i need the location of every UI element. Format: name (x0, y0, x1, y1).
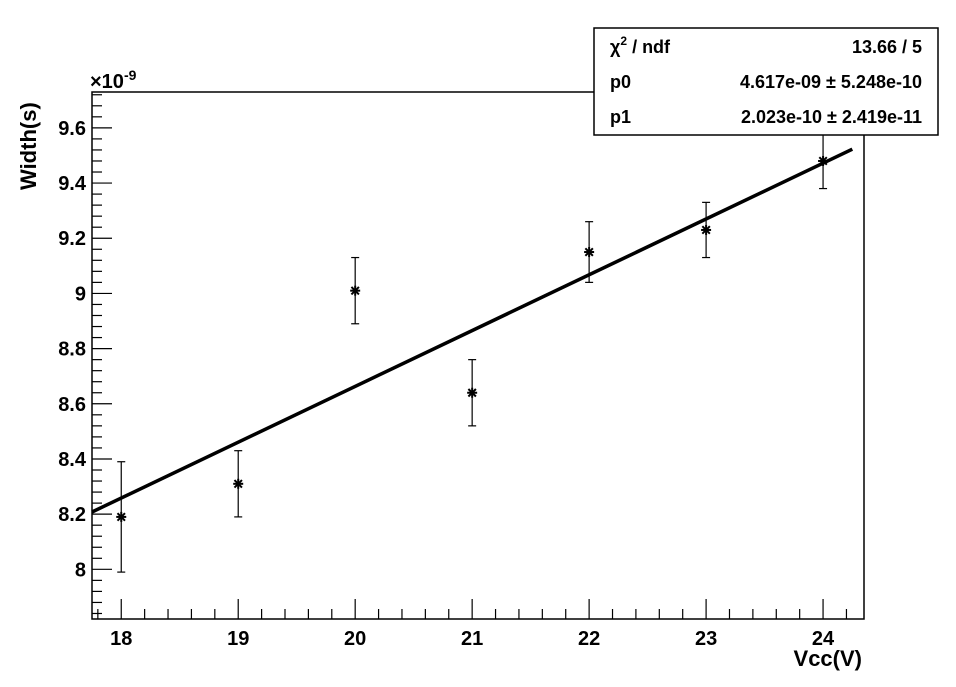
x-tick-label: 22 (578, 628, 600, 650)
marker-stroke (233, 479, 243, 489)
data-point (701, 201, 712, 259)
data-point (233, 450, 244, 518)
x-tick-label: 23 (695, 628, 717, 650)
stats-row-p1-value: 2.023e-10 ± 2.419e-11 (741, 107, 922, 127)
stats-row-chi2-value: 13.66 / 5 (852, 37, 922, 57)
marker-stroke (701, 225, 711, 235)
stats-row-p0-value: 4.617e-09 ± 5.248e-10 (740, 72, 922, 92)
data-point (818, 132, 829, 190)
x-tick-label: 18 (110, 628, 132, 650)
stats-row-p1-label: p1 (610, 107, 631, 127)
y-tick-label: 8.2 (58, 504, 86, 526)
marker-stroke (584, 247, 594, 257)
stats-chi-exponent: 2 (620, 34, 627, 48)
data-point (467, 359, 478, 427)
y-tick-label: 9.4 (58, 173, 87, 195)
y-tick-label: 9.2 (58, 228, 86, 250)
data-point (584, 221, 595, 283)
marker-stroke (818, 156, 828, 166)
x-tick-label: 24 (812, 628, 835, 650)
y-multiplier-base: ×10 (90, 71, 124, 93)
x-axis-title: Vcc(V) (794, 646, 862, 671)
y-axis: 8 8.2 8.4 8.6 8.8 9 9.2 9.4 9.6 (58, 94, 112, 615)
stats-row-p0-label: p0 (610, 72, 631, 92)
stats-chi-suffix: / ndf (627, 37, 671, 57)
stats-box: χ2 / ndf 13.66 / 5 p0 4.617e-09 ± 5.248e… (593, 27, 939, 136)
stats-row-chi2-label: χ2 / ndf (610, 34, 671, 57)
y-tick-label: 9.6 (58, 118, 86, 140)
plot-frame (91, 91, 865, 620)
x-tick-label: 19 (227, 628, 249, 650)
data-point (350, 256, 361, 325)
stats-box-frame (593, 27, 939, 136)
x-axis: 18 19 20 21 22 23 24 (97, 599, 848, 650)
data-point (116, 461, 127, 573)
y-tick-label: 8.6 (58, 394, 86, 416)
fit-layer (91, 147, 854, 514)
marker-stroke (467, 388, 477, 398)
y-multiplier-exponent: -9 (124, 67, 137, 83)
y-tick-label: 8.4 (58, 449, 87, 471)
marker-stroke (350, 286, 360, 296)
y-axis-title: Width(s) (16, 102, 41, 190)
x-tick-label: 20 (344, 628, 366, 650)
points-layer (116, 132, 829, 573)
x-tick-label: 21 (461, 628, 483, 650)
y-multiplier: ×10-9 (90, 67, 137, 93)
stats-chi-symbol: χ (610, 37, 621, 57)
y-tick-label: 8 (75, 559, 86, 581)
fit-line (91, 147, 854, 514)
marker-stroke (116, 512, 126, 522)
y-tick-label: 9 (75, 283, 86, 305)
y-tick-label: 8.8 (58, 339, 86, 361)
